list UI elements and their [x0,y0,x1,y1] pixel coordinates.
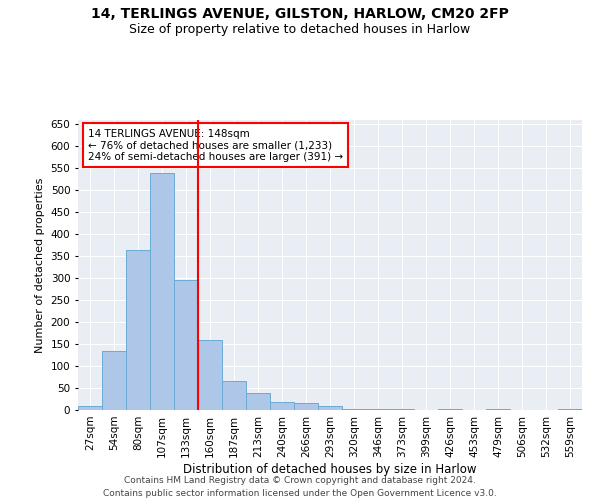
Text: 14, TERLINGS AVENUE, GILSTON, HARLOW, CM20 2FP: 14, TERLINGS AVENUE, GILSTON, HARLOW, CM… [91,8,509,22]
Bar [294,404,318,410]
Bar [342,408,366,410]
X-axis label: Distribution of detached houses by size in Harlow: Distribution of detached houses by size … [183,462,477,475]
Bar [102,350,126,410]
Bar [486,408,510,410]
Bar [318,406,342,410]
Bar [390,408,414,410]
Bar [246,394,270,410]
Bar [126,250,150,410]
Bar [366,408,390,410]
Text: Contains HM Land Registry data © Crown copyright and database right 2024.
Contai: Contains HM Land Registry data © Crown c… [103,476,497,498]
Bar [150,172,174,410]
Bar [270,402,294,410]
Text: 14 TERLINGS AVENUE: 148sqm
← 76% of detached houses are smaller (1,233)
24% of s: 14 TERLINGS AVENUE: 148sqm ← 76% of deta… [88,128,343,162]
Bar [558,408,582,410]
Bar [78,406,102,410]
Bar [438,408,462,410]
Bar [222,382,246,410]
Y-axis label: Number of detached properties: Number of detached properties [35,178,45,352]
Bar [174,280,198,410]
Bar [198,340,222,410]
Text: Size of property relative to detached houses in Harlow: Size of property relative to detached ho… [130,22,470,36]
